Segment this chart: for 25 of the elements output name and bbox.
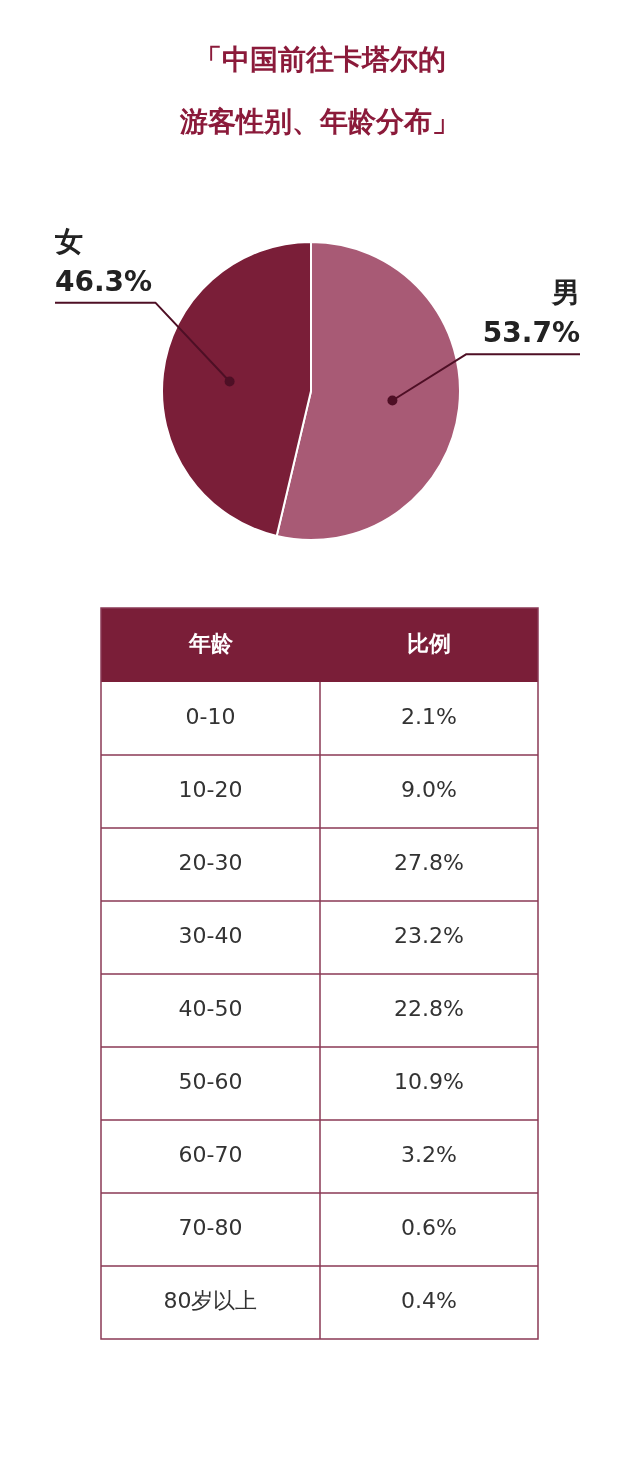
category-label: 50-60 bbox=[178, 1069, 243, 1095]
text: 27.8% bbox=[394, 850, 464, 876]
category-label: 70-80 bbox=[178, 1215, 243, 1241]
category-label: 0-10 bbox=[185, 704, 236, 730]
text: 23.2% bbox=[394, 923, 464, 949]
data-label: 53.7% bbox=[482, 316, 580, 350]
text: 比例 bbox=[407, 630, 451, 656]
slice-label: 女 bbox=[54, 224, 83, 258]
text: 2.1% bbox=[401, 704, 457, 730]
category-label: 30-40 bbox=[178, 923, 243, 949]
text: 年龄 bbox=[187, 630, 234, 656]
text: 3.2% bbox=[401, 1142, 457, 1168]
chart-title: 「中国前往卡塔尔的游客性别、年龄分布」 bbox=[179, 43, 460, 139]
category-label: 40-50 bbox=[178, 996, 243, 1022]
text: 9.0% bbox=[401, 777, 457, 803]
text: 22.8% bbox=[394, 996, 464, 1022]
text: 0.4% bbox=[401, 1288, 457, 1314]
text: 0.6% bbox=[401, 1215, 457, 1241]
category-label: 80岁以上 bbox=[163, 1288, 258, 1314]
text: 10.9% bbox=[394, 1069, 464, 1095]
category-label: 10-20 bbox=[178, 777, 243, 803]
data-label: 46.3% bbox=[55, 264, 153, 298]
slice-label: 男 bbox=[551, 276, 580, 310]
category-label: 60-70 bbox=[178, 1142, 243, 1168]
category-label: 20-30 bbox=[178, 850, 243, 876]
